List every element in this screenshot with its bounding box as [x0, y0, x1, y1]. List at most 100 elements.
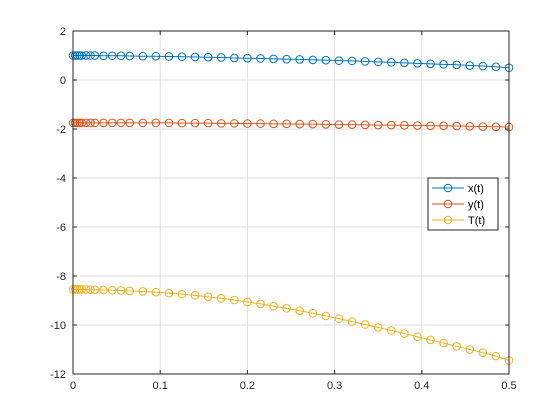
y-tick-label: 2 — [60, 26, 66, 38]
series-1 — [68, 51, 514, 73]
data-point — [243, 297, 252, 307]
legend: x(t) y(t) T(t) — [427, 177, 499, 231]
data-point — [77, 51, 87, 60]
data-point — [478, 348, 488, 357]
data-point — [321, 55, 331, 65]
data-point — [203, 52, 213, 62]
data-point — [177, 118, 187, 128]
data-point — [360, 120, 370, 130]
y-tick-label: -4 — [56, 173, 66, 185]
data-point — [75, 285, 84, 294]
data-point — [439, 60, 448, 69]
data-point — [116, 51, 126, 61]
data-point — [491, 351, 501, 361]
data-point — [125, 286, 134, 296]
data-point — [452, 60, 461, 70]
data-point — [347, 317, 357, 326]
data-point — [75, 51, 84, 60]
data-point — [177, 289, 187, 299]
data-point — [164, 52, 174, 61]
y-tick-label: 0 — [60, 75, 66, 87]
data-point — [282, 304, 291, 313]
series-line — [73, 122, 510, 128]
data-point — [321, 120, 331, 129]
data-point — [295, 55, 305, 64]
x-tick-label: 0.4 — [414, 380, 429, 392]
y-tick-label: -6 — [56, 222, 66, 234]
data-point — [90, 51, 100, 60]
data-point — [478, 61, 488, 71]
data-point — [491, 62, 501, 72]
data-point — [81, 118, 91, 128]
data-point — [373, 57, 383, 67]
data-point — [465, 122, 475, 131]
data-point — [138, 51, 148, 61]
data-point — [321, 311, 331, 321]
data-point — [138, 287, 148, 296]
data-point — [70, 285, 80, 294]
data-point — [439, 338, 448, 348]
legend-marker — [443, 215, 453, 225]
data-point — [243, 53, 252, 63]
data-point — [230, 295, 239, 305]
data-point — [190, 118, 200, 128]
x-tick-label: 0.1 — [153, 380, 168, 392]
series-2 — [68, 118, 514, 132]
data-point — [99, 285, 108, 295]
data-point — [86, 285, 95, 295]
data-point — [465, 61, 475, 70]
data-point — [439, 121, 448, 131]
data-point — [413, 121, 422, 130]
data-point — [99, 51, 108, 61]
data-point — [230, 53, 239, 63]
data-point — [151, 118, 161, 128]
data-point — [269, 119, 278, 129]
data-point — [373, 120, 383, 130]
ticks: 0 0.1 0.2 0.3 0.4 0.5 2 0 -2 -4 -6 -8 -10 -12 — [50, 26, 517, 392]
data-point — [177, 52, 187, 62]
data-point — [77, 285, 87, 294]
data-point — [413, 59, 422, 68]
data-point — [465, 345, 475, 354]
data-point — [426, 121, 435, 131]
legend-marker — [443, 199, 453, 209]
data-point — [256, 54, 265, 63]
data-point — [308, 119, 318, 129]
data-point — [90, 118, 100, 128]
data-point — [190, 52, 200, 62]
data-point — [452, 342, 461, 351]
data-point — [73, 285, 82, 294]
data-point — [491, 122, 501, 132]
x-tick-label: 0 — [70, 380, 76, 392]
x-tick-label: 0.3 — [327, 380, 342, 392]
data-point — [413, 332, 422, 342]
data-point — [452, 121, 461, 131]
data-point — [190, 291, 200, 300]
data-point — [308, 55, 318, 65]
data-point — [256, 299, 265, 309]
data-point — [164, 118, 174, 128]
data-point — [75, 118, 84, 128]
data-point — [99, 118, 108, 128]
data-point — [386, 326, 396, 335]
data-point — [282, 119, 291, 129]
data-point — [478, 122, 488, 131]
data-point — [86, 51, 95, 60]
data-point — [138, 118, 148, 128]
data-point — [347, 56, 357, 66]
data-point — [295, 119, 305, 129]
data-point — [70, 51, 80, 60]
data-point — [334, 314, 344, 323]
data-point — [400, 58, 409, 68]
data-point — [90, 285, 100, 295]
data-point — [125, 118, 134, 128]
data-point — [151, 51, 161, 61]
data-point — [77, 118, 87, 128]
data-point — [295, 306, 305, 316]
data-point — [81, 51, 91, 60]
y-tick-label: -12 — [50, 369, 66, 381]
data-point — [243, 119, 252, 128]
data-point — [334, 120, 344, 129]
y-tick-label: -2 — [56, 124, 66, 136]
